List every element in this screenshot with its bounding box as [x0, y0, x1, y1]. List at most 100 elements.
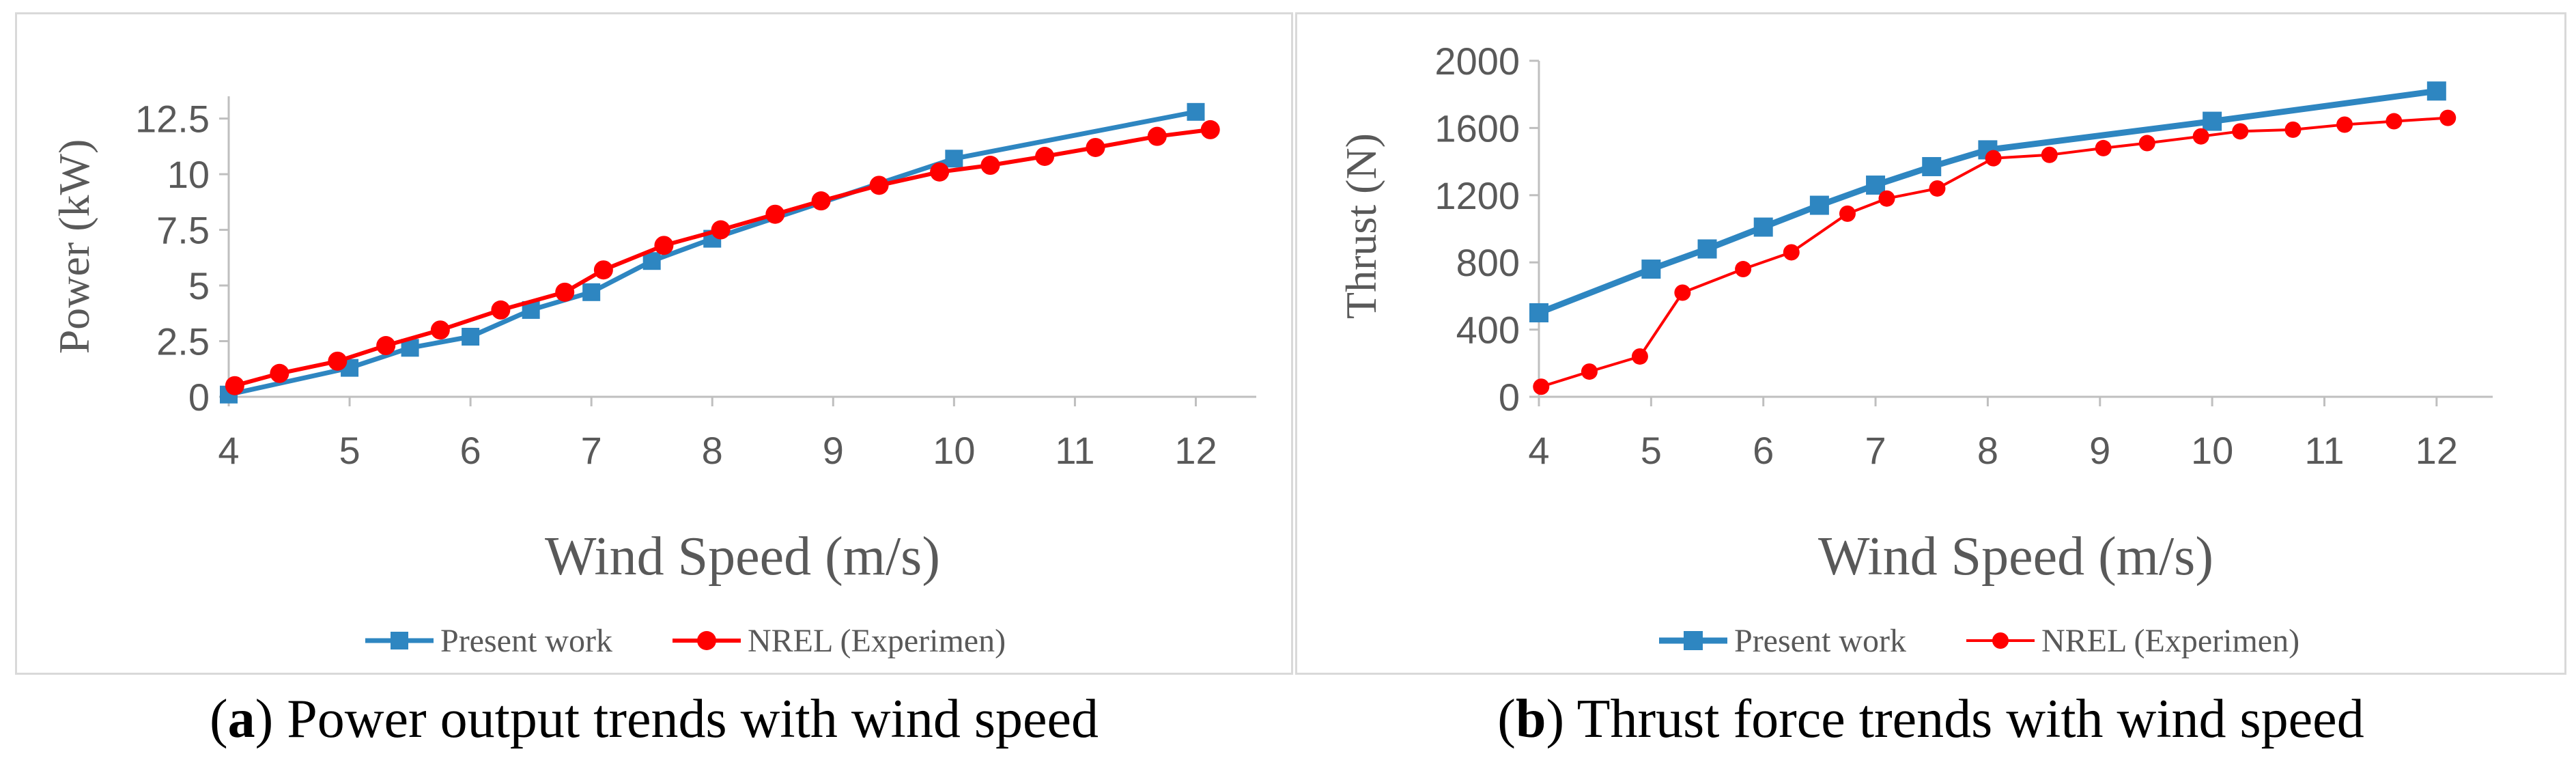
x-tick-label: 4 [1528, 429, 1549, 472]
y-axis-label: Power (kW) [50, 139, 98, 354]
data-point-circle [2439, 109, 2457, 126]
data-point-circle [430, 320, 450, 340]
data-point-square [582, 283, 601, 301]
data-point-circle [2386, 113, 2403, 130]
x-tick-label: 7 [1865, 429, 1886, 472]
data-point-square [1641, 260, 1661, 279]
data-point-square [1529, 303, 1548, 322]
x-axis-label: Wind Speed (m/s) [545, 527, 940, 587]
data-point-circle [980, 156, 1000, 176]
chart-b: 0 400 800 1200 1600 2000 4 5 6 7 8 9 10 11 12 Thrust (… [1337, 40, 2493, 659]
data-point-circle [1086, 137, 1105, 157]
y-tick-label: 1200 [1434, 174, 1520, 217]
data-point-circle [930, 162, 950, 182]
data-point-circle [270, 363, 289, 383]
data-point-circle [1783, 244, 1800, 261]
panel-label: a [227, 689, 255, 749]
data-point-square [1187, 102, 1205, 121]
y-tick-label: 800 [1456, 241, 1520, 284]
data-point-circle [328, 351, 348, 371]
panel-label: b [1515, 689, 1546, 749]
legend-swatch-marker [1992, 632, 2009, 649]
data-point-square [1922, 156, 1942, 176]
y-tick-label: 5 [188, 264, 210, 307]
chart-panel-b: 0 400 800 1200 1600 2000 4 5 6 7 8 9 10 11 12 Thrust (… [1295, 12, 2566, 675]
x-tick-label: 7 [581, 429, 602, 472]
caption-text: Power output trends with wind speed [287, 689, 1099, 749]
data-point-square [1809, 195, 1829, 215]
x-tick-label: 11 [2304, 429, 2344, 472]
data-point-circle [1200, 120, 1220, 139]
data-point-circle [225, 376, 244, 395]
caption-a: (a) Power output trends with wind speed [209, 689, 1099, 749]
y-tick-label: 0 [1499, 376, 1520, 419]
x-tick-label: 8 [1977, 429, 1998, 472]
x-tick-label: 12 [1174, 429, 1217, 472]
chart-panel-a: 0 2.5 5 7.5 10 12.5 4 5 6 7 8 9 10 11 12 Power (kW) Wi… [15, 12, 1293, 675]
data-point-circle [1929, 180, 1946, 197]
y-tick-label: 2.5 [156, 320, 210, 363]
series-present-work [220, 102, 1205, 404]
data-point-circle [1147, 126, 1167, 146]
data-point-square [2203, 111, 2222, 131]
legend-entry-present-work: Present work [1734, 623, 1906, 659]
data-point-circle [765, 204, 785, 224]
data-point-circle [1533, 378, 1550, 395]
data-point-circle [2095, 139, 2112, 156]
y-tick-label: 10 [167, 153, 210, 196]
data-point-circle [2336, 116, 2353, 133]
y-tick-label: 1600 [1434, 107, 1520, 150]
data-point-circle [1985, 150, 2002, 167]
legend-swatch-marker [697, 631, 716, 650]
series-line [1535, 87, 2440, 316]
data-point-circle [1735, 261, 1752, 278]
data-point-square [642, 252, 661, 270]
data-point-circle [376, 336, 396, 356]
data-point-circle [711, 220, 731, 240]
data-point-square [1866, 176, 1886, 195]
legend-entry-present-work: Present work [440, 623, 612, 659]
series-present-work [1529, 81, 2446, 322]
x-tick-label: 4 [218, 429, 239, 472]
data-point-square [462, 328, 480, 346]
caption-text: Thrust force trends with wind speed [1576, 689, 2364, 749]
plot-area: 0 400 800 1200 1600 2000 4 5 6 7 8 9 10 11 12 [1434, 40, 2493, 472]
data-point-square [1753, 217, 1773, 237]
x-tick-label: 8 [702, 429, 723, 472]
x-axis-label: Wind Speed (m/s) [1818, 527, 2213, 587]
data-point-circle [1631, 348, 1648, 365]
data-point-circle [555, 282, 575, 302]
y-tick-label: 7.5 [156, 209, 210, 252]
data-point-circle [2284, 121, 2302, 138]
legend-swatch-marker [391, 632, 408, 649]
data-point-circle [654, 236, 674, 255]
data-point-circle [2041, 146, 2058, 163]
x-tick-label: 12 [2416, 429, 2458, 472]
y-axis-label: Thrust (N) [1337, 133, 1385, 319]
x-tick-label: 5 [1641, 429, 1662, 472]
legend-entry-nrel: NREL (Experimen) [2041, 623, 2299, 659]
chart-a: 0 2.5 5 7.5 10 12.5 4 5 6 7 8 9 10 11 12 Power (kW) Wi… [50, 96, 1256, 659]
x-tick-label: 5 [339, 429, 360, 472]
y-tick-label: 2000 [1434, 40, 1520, 83]
data-point-circle [2192, 128, 2209, 145]
data-point-circle [593, 260, 613, 280]
x-tick-label: 6 [1753, 429, 1774, 472]
data-point-circle [869, 176, 889, 195]
x-tick-label: 6 [460, 429, 481, 472]
y-tick-label: 12.5 [135, 98, 210, 141]
legend-entry-nrel: NREL (Experimen) [748, 623, 1006, 659]
data-point-circle [2138, 135, 2155, 152]
x-tick-label: 10 [933, 429, 975, 472]
series-nrel-experimen [1533, 109, 2457, 395]
data-point-circle [1878, 190, 1895, 207]
x-tick-label: 9 [2089, 429, 2110, 472]
y-tick-label: 0 [188, 376, 210, 419]
plot-area: 0 2.5 5 7.5 10 12.5 4 5 6 7 8 9 10 11 12 [135, 96, 1256, 472]
series-nrel-experimen [225, 120, 1220, 395]
legend: Present work NREL (Experimen) [1659, 623, 2299, 659]
legend: Present work NREL (Experimen) [365, 623, 1006, 659]
data-point-square [945, 150, 963, 168]
data-point-circle [491, 300, 511, 320]
data-point-circle [2232, 123, 2249, 140]
